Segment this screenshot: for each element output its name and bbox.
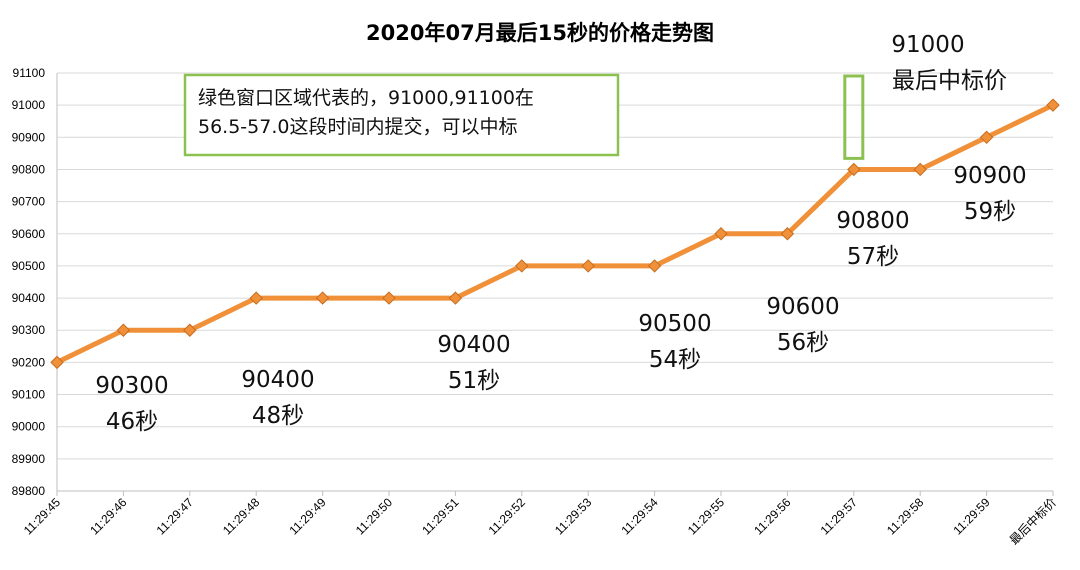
y-tick-label: 90200 <box>12 355 46 369</box>
x-tick-label: 11:29:57 <box>818 495 861 538</box>
x-tick-label: 11:29:51 <box>419 495 462 538</box>
data-point-marker <box>581 259 595 273</box>
note-box-text: 绿色窗口区域代表的，91000,91100在 <box>198 87 534 109</box>
x-tick-label: 11:29:58 <box>884 495 927 538</box>
marker-layer <box>50 98 1060 370</box>
y-tick-label: 90400 <box>12 291 46 305</box>
y-tick-label: 90600 <box>12 227 46 241</box>
annotation-label: 90300 <box>95 373 168 399</box>
y-tick-label: 90900 <box>12 130 46 144</box>
data-point-marker <box>315 291 330 305</box>
y-tick-label: 91100 <box>13 66 46 80</box>
annotation-label: 91000 <box>891 32 964 58</box>
note-layer: 绿色窗口区域代表的，91000,91100在 56.5-57.0这段时间内提交，可… <box>183 73 865 160</box>
y-tick-label: 90100 <box>12 388 46 402</box>
x-tick-label: 11:29:55 <box>685 495 728 538</box>
series-layer <box>54 102 1056 365</box>
x-tick-label: 11:29:49 <box>286 495 329 538</box>
data-point-marker <box>50 355 64 370</box>
chart-title: 2020年07月最后15秒的价格走势图 <box>366 21 714 45</box>
data-point-marker <box>1046 98 1060 112</box>
data-point-marker <box>183 323 197 337</box>
x-tick-label: 11:29:54 <box>618 495 661 538</box>
annotation-label: 48秒 <box>252 403 304 429</box>
x-tick-label: 11:29:50 <box>353 495 396 538</box>
y-tick-label: 89800 <box>12 484 46 498</box>
data-point-marker <box>847 162 861 177</box>
annotation-label: 56秒 <box>777 330 829 356</box>
annotation-label: 54秒 <box>649 347 701 373</box>
x-tick-label: 11:29:59 <box>950 495 993 538</box>
annotation-layer: 90300 46秒 90400 48秒 90400 51秒 90500 54秒 90600 56秒… <box>95 32 1026 435</box>
data-point-marker <box>382 291 396 305</box>
price-line <box>54 102 1056 365</box>
y-tick-label: 89900 <box>12 452 46 466</box>
annotation-label: 90600 <box>766 294 839 320</box>
annotation-label: 57秒 <box>847 244 899 270</box>
y-tick-label: 90500 <box>12 259 46 273</box>
y-tick-label: 91000 <box>12 98 46 112</box>
x-tick-label: 11:29:47 <box>154 495 197 538</box>
data-point-marker <box>448 291 463 305</box>
annotation-label: 51秒 <box>448 368 500 394</box>
data-point-marker <box>714 227 728 241</box>
green-window-highlight <box>843 74 865 160</box>
data-point-marker <box>515 259 529 273</box>
data-point-marker <box>116 323 131 337</box>
note-box-text: 56.5-57.0这段时间内提交，可以中标 <box>198 116 517 138</box>
note-box <box>183 73 620 157</box>
y-tick-label: 90000 <box>12 420 46 434</box>
data-point-marker <box>780 227 795 241</box>
data-point-marker <box>249 291 263 305</box>
data-point-marker <box>979 130 994 145</box>
x-tick-label: 最后中标价 <box>1006 495 1059 548</box>
x-tick-label: 11:29:46 <box>87 495 130 538</box>
x-tick-label: 11:29:52 <box>486 495 529 538</box>
y-axis-ticks: 89800 89900 90000 90100 90200 90300 90400 90500… <box>12 66 46 498</box>
annotation-label: 90400 <box>437 332 510 358</box>
data-point-marker <box>913 162 927 177</box>
x-axis-ticks: 11:29:45 11:29:46 11:29:47 11:29:48 11:29:49… <box>21 491 1059 548</box>
y-tick-label: 90700 <box>12 195 46 209</box>
x-tick-label: 11:29:53 <box>552 495 595 538</box>
y-tick-label: 90800 <box>12 162 46 176</box>
annotation-label: 90900 <box>953 163 1026 189</box>
x-tick-label: 11:29:48 <box>220 495 263 538</box>
annotation-label: 最后中标价 <box>892 68 1007 94</box>
annotation-label: 90500 <box>638 311 711 337</box>
annotation-label: 90400 <box>241 367 314 393</box>
annotation-label: 90800 <box>836 208 909 234</box>
x-tick-label: 11:29:56 <box>751 495 794 538</box>
annotation-label: 59秒 <box>964 199 1016 225</box>
data-point-marker <box>647 259 662 273</box>
x-tick-label: 11:29:45 <box>21 495 64 538</box>
annotation-label: 46秒 <box>106 409 158 435</box>
y-tick-label: 90300 <box>12 323 46 337</box>
